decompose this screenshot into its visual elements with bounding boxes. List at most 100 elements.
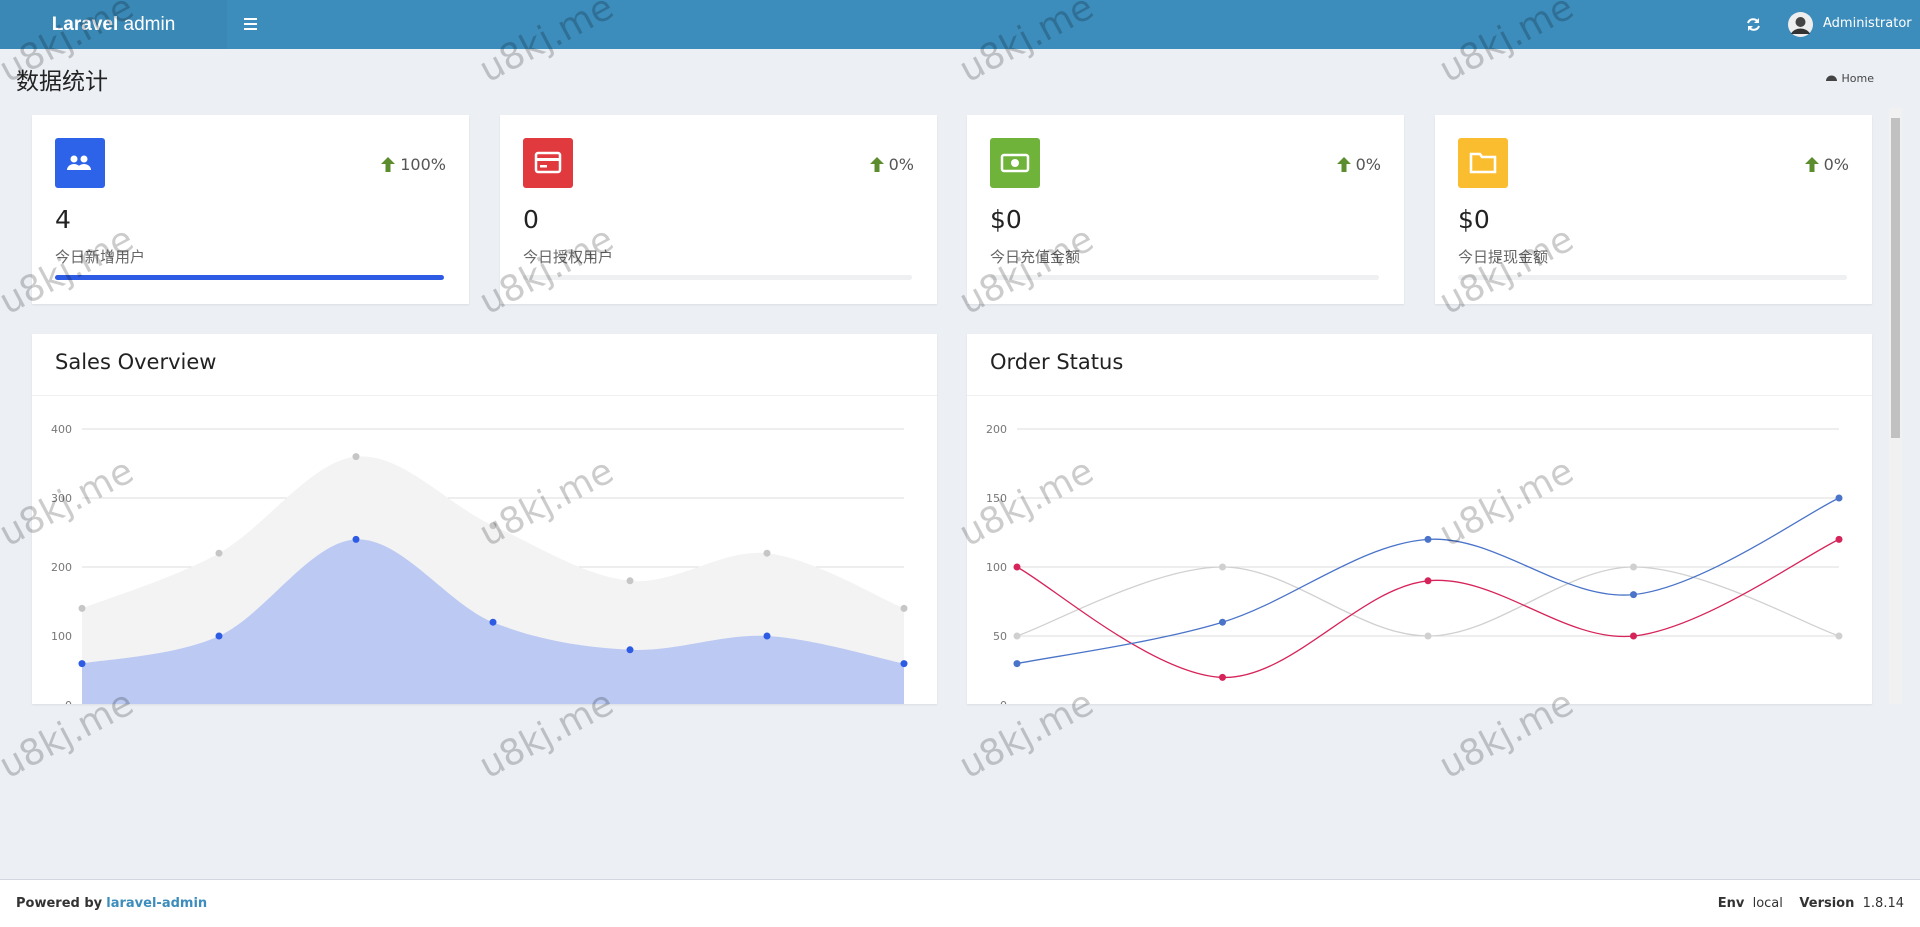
point [78, 604, 86, 612]
breadcrumb-home[interactable]: Home [1841, 72, 1874, 85]
card-change: 0% [1336, 155, 1381, 174]
chart: 0 50 100 150 200 [986, 423, 1843, 704]
breadcrumb[interactable]: Home [1825, 72, 1874, 85]
icon-glyph [1000, 153, 1030, 173]
point [78, 660, 86, 668]
menu-toggle[interactable] [244, 17, 258, 31]
progress-track [523, 275, 912, 280]
card-icon [523, 138, 573, 188]
card-change-text: 0% [1355, 155, 1381, 174]
point [352, 453, 360, 461]
arrow-up [869, 157, 884, 172]
icon-glyph [1469, 152, 1497, 174]
card-value: 0 [523, 205, 539, 234]
icon-glyph [67, 155, 91, 170]
progress-track [1458, 275, 1847, 280]
point [1424, 577, 1432, 585]
y-tick-label: 400 [51, 423, 72, 436]
y-tick-label: 100 [986, 561, 1007, 574]
scroll-thumb[interactable] [1891, 118, 1900, 438]
y-tick-label: 200 [51, 561, 72, 574]
panel-title: Sales Overview [55, 350, 217, 374]
card-label: 今日充值金额 [990, 248, 1081, 266]
point [1219, 563, 1226, 571]
stat-card: 0% $0 今日提现金额 [1435, 115, 1872, 304]
y-tick-label: 0 [1000, 699, 1007, 704]
card-label: 今日提现金额 [1458, 248, 1549, 266]
point [900, 604, 908, 612]
point [1835, 494, 1843, 502]
y-tick-label: 150 [986, 492, 1007, 505]
card-value: 4 [55, 205, 71, 234]
footer-left: Powered by laravel-admin [16, 880, 207, 927]
card-icon [1458, 138, 1508, 188]
avatar[interactable] [1788, 12, 1813, 37]
chart-panel: Sales Overview 0 100 200 300 400 [32, 334, 937, 704]
card-label: 今日新增用户 [55, 248, 146, 266]
point [1013, 563, 1021, 571]
y-tick-label: 100 [51, 630, 72, 643]
scrollbar[interactable] [1889, 108, 1902, 704]
point [1219, 673, 1226, 681]
panel-divider [967, 395, 1872, 396]
point [1630, 591, 1637, 599]
progress-track [55, 275, 444, 280]
card-icon [55, 138, 105, 188]
logo-rest: admin [123, 14, 176, 35]
refresh-icon[interactable] [1746, 17, 1761, 32]
powered-by: Powered by [16, 896, 103, 911]
arrow-up [1336, 157, 1351, 172]
logo[interactable]: Laravel admin [0, 0, 227, 49]
point [1424, 632, 1432, 640]
point [1013, 660, 1021, 668]
card-change-text: 0% [888, 155, 914, 174]
point [489, 618, 497, 626]
line [1016, 538, 1840, 679]
point [1013, 632, 1021, 640]
point [489, 522, 497, 530]
point [352, 535, 360, 543]
page-title: 数据统计 [16, 69, 108, 95]
stat-card: 100% 4 今日新增用户 [32, 115, 469, 304]
arrow-up [381, 157, 396, 172]
point [900, 660, 908, 668]
point [763, 549, 771, 557]
panel-title: Order Status [990, 350, 1124, 374]
stat-card: 0% $0 今日充值金额 [967, 115, 1404, 304]
progress-bar [55, 275, 444, 280]
card-change-text: 0% [1823, 155, 1849, 174]
logo-bold: Laravel [51, 14, 119, 35]
y-tick-label: 0 [65, 699, 72, 704]
dashboard-icon [1826, 75, 1837, 81]
point [763, 632, 771, 640]
version: 1.8.14 [1862, 896, 1904, 911]
point [1424, 535, 1432, 543]
card-value: $0 [990, 205, 1022, 234]
y-tick-label: 300 [51, 492, 72, 505]
area [82, 539, 904, 704]
point [1835, 535, 1843, 543]
env-label: Env [1717, 896, 1745, 911]
progress-track [990, 275, 1379, 280]
env: local [1752, 896, 1783, 911]
stat-card: 0% 0 今日授权用户 [500, 115, 937, 304]
point [626, 646, 634, 654]
y-tick-label: 50 [993, 630, 1007, 643]
version-label: Version [1799, 896, 1855, 911]
point [1219, 618, 1226, 626]
chart-panel: Order Status 0 50 100 150 200 [967, 334, 1872, 704]
card-change-text: 100% [400, 155, 446, 174]
icon-glyph [534, 151, 562, 174]
card-label: 今日授权用户 [523, 248, 614, 266]
card-value: $0 [1458, 205, 1490, 234]
point [215, 632, 223, 640]
footer-right: Env local Version 1.8.14 [1718, 880, 1904, 927]
footer: Powered by laravel-admin Env local Versi… [0, 879, 1920, 927]
card-icon [990, 138, 1040, 188]
point [626, 577, 634, 585]
panel-divider [32, 395, 937, 396]
point [215, 549, 223, 557]
footer-link[interactable]: laravel-admin [106, 896, 208, 911]
user-name[interactable]: Administrator [1823, 16, 1912, 31]
